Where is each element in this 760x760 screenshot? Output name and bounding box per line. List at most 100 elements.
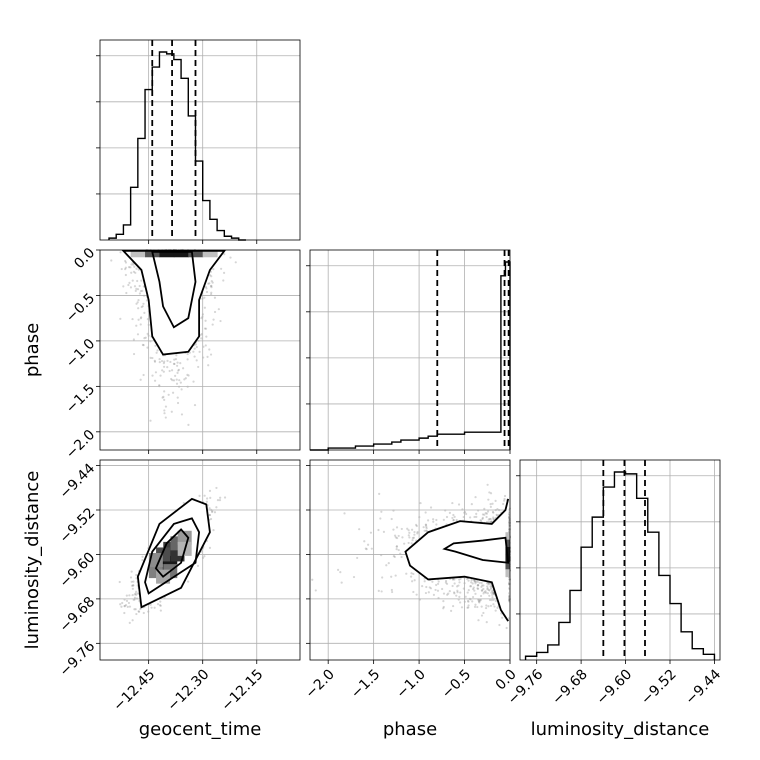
panel-geocent_time-vs-phase-sample-point — [172, 362, 176, 365]
panel-geocent_time-vs-luminosity_distance-sample-point — [133, 593, 136, 596]
panel-geocent_time-vs-phase-sample-point — [134, 289, 137, 292]
panel-phase-vs-luminosity_distance-sample-point — [475, 512, 478, 515]
panel-phase-vs-luminosity_distance-sample-point — [487, 583, 490, 586]
panel-geocent_time-vs-phase-sample-point — [213, 310, 217, 314]
panel-geocent_time-vs-luminosity_distance-sample-point — [208, 546, 212, 550]
panel-phase-vs-luminosity_distance-sample-point — [415, 523, 418, 526]
panel-geocent_time-vs-luminosity_distance-sample-point — [209, 496, 212, 499]
panel-phase-vs-luminosity_distance-sample-point — [459, 601, 462, 604]
panel-geocent_time-vs-phase-sample-point — [186, 373, 189, 377]
panel-phase-vs-luminosity_distance-sample-point — [493, 605, 496, 608]
panel-geocent_time-vs-phase-sample-point — [211, 323, 214, 326]
panel-phase-vs-luminosity_distance-sample-point — [482, 592, 485, 595]
panel-geocent_time-vs-phase-sample-point — [209, 353, 213, 356]
panel-geocent_time-vs-luminosity_distance-sample-point — [134, 608, 137, 611]
panel-geocent_time-vs-luminosity_distance-sample-point — [150, 606, 153, 609]
panel-geocent_time-vs-phase-sample-point — [192, 350, 195, 353]
panel-geocent_time-vs-luminosity_distance-sample-point — [203, 494, 206, 497]
panel-geocent_time-vs-luminosity_distance-sample-point — [141, 555, 144, 558]
panel-geocent_time-vs-luminosity_distance-sample-point — [213, 511, 217, 514]
panel-geocent_time-vs-luminosity_distance-sample-point — [136, 592, 139, 595]
panel-phase-vs-luminosity_distance-sample-point — [424, 524, 428, 527]
panel-phase-vs-luminosity_distance-sample-point — [487, 588, 490, 592]
panel-phase-vs-luminosity_distance-sample-point — [489, 492, 493, 495]
panel-phase-vs-luminosity_distance-sample-point — [496, 606, 499, 609]
panel-geocent_time-vs-phase-sample-point — [144, 336, 147, 339]
panel-geocent_time-vs-luminosity_distance-sample-point — [135, 593, 138, 596]
panel-phase-vs-luminosity_distance-sample-point — [455, 518, 458, 522]
panel-geocent_time-vs-phase-sample-point — [204, 327, 208, 330]
panel-geocent_time-vs-phase-sample-point — [179, 381, 182, 384]
panel-geocent_time-vs-luminosity_distance-sample-point — [134, 592, 137, 595]
panel-geocent_time-vs-phase-sample-point — [178, 379, 181, 382]
panel-phase-vs-luminosity_distance-sample-point — [472, 587, 475, 591]
panel-geocent_time-vs-phase-sample-point — [174, 358, 178, 361]
panel-geocent_time-vs-phase-sample-point — [210, 280, 213, 283]
panel-geocent_time-vs-luminosity_distance-sample-point — [218, 499, 222, 502]
panel-geocent_time-vs-luminosity_distance-sample-point — [135, 612, 138, 616]
panel-geocent_time-vs-phase-sample-point — [143, 311, 146, 314]
panel-geocent_time-vs-phase-sample-point — [129, 286, 133, 289]
panel-geocent_time-vs-phase-sample-point — [129, 266, 132, 269]
panel-geocent_time-vs-phase-sample-point — [139, 323, 142, 326]
panel-phase-vs-luminosity_distance-sample-point — [452, 604, 455, 608]
panel-geocent_time-vs-luminosity_distance-sample-point — [132, 584, 135, 587]
panel-phase-vs-luminosity_distance-sample-point — [432, 593, 436, 596]
panel-geocent_time-vs-phase-sample-point — [172, 379, 176, 382]
panel-geocent_time-vs-phase-sample-point — [164, 405, 168, 408]
panel-geocent_time-vs-phase-sample-point — [210, 284, 213, 287]
panel-geocent_time-vs-luminosity_distance-sample-point — [119, 603, 122, 606]
panel-geocent_time-vs-luminosity_distance-sample-point — [129, 576, 133, 579]
panel-phase-vs-luminosity_distance-sample-point — [494, 499, 497, 502]
panel-geocent_time-vs-phase-sample-point — [203, 306, 206, 309]
panel-geocent_time-vs-phase-sample-point — [162, 362, 165, 365]
panel-geocent_time-vs-phase-sample-point — [141, 343, 144, 346]
panel-geocent_time-vs-phase-sample-point — [170, 410, 173, 413]
panel-geocent_time-vs-phase-sample-point — [213, 296, 217, 299]
panel-geocent_time-vs-luminosity_distance-sample-point — [211, 510, 214, 513]
panel-geocent_time-vs-phase-sample-point — [137, 318, 140, 321]
panel-geocent_time-vs-phase-sample-point — [136, 288, 140, 291]
panel-geocent_time-vs-phase-sample-point — [119, 251, 122, 254]
panel-geocent_time-vs-phase-sample-point — [124, 268, 127, 271]
panel-phase-vs-luminosity_distance-sample-point — [505, 626, 508, 630]
panel-geocent_time-vs-phase-sample-point — [193, 355, 196, 358]
panel-geocent_time-vs-luminosity_distance-sample-point — [141, 559, 144, 562]
panel-phase-vs-luminosity_distance-sample-point — [507, 515, 511, 519]
panel-geocent_time-vs-phase-sample-point — [170, 369, 174, 372]
panel-geocent_time-vs-phase-sample-point — [166, 366, 169, 369]
panel-phase-vs-luminosity_distance-sample-point — [356, 556, 359, 560]
panel-geocent_time-vs-phase-sample-point — [184, 377, 187, 380]
panel-geocent_time-vs-phase-sample-point — [187, 423, 190, 426]
panel-phase-vs-luminosity_distance-sample-point — [451, 584, 454, 588]
panel-phase-vs-luminosity_distance-sample-point — [336, 568, 340, 571]
panel-geocent_time-vs-phase-sample-point — [155, 351, 158, 354]
panel-geocent_time-vs-luminosity_distance-sample-point — [205, 500, 208, 503]
panel-geocent_time-vs-phase-sample-point — [169, 360, 172, 364]
panel-geocent_time-vs-luminosity_distance-sample-point — [153, 606, 156, 609]
panel-phase-vs-luminosity_distance-sample-point — [465, 512, 468, 516]
panel-phase-vs-luminosity_distance-sample-point — [456, 591, 459, 594]
panel-phase-vs-luminosity_distance-sample-point — [391, 590, 394, 594]
panel-geocent_time-vs-phase-sample-point — [130, 271, 133, 274]
panel-geocent_time-vs-luminosity_distance-sample-point — [128, 594, 131, 597]
panel-geocent_time-vs-phase-sample-point — [140, 279, 143, 282]
panel-phase-vs-luminosity_distance-sample-point — [457, 503, 461, 506]
panel-geocent_time-vs-phase-sample-point — [142, 373, 145, 377]
panel-geocent_time-vs-luminosity_distance-sample-point — [208, 489, 212, 492]
panel-phase-vs-luminosity_distance-sample-point — [473, 580, 476, 583]
panel-phase-vs-luminosity_distance-sample-point — [455, 594, 458, 597]
panel-geocent_time-vs-phase-sample-point — [176, 396, 179, 399]
panel-geocent_time-vs-luminosity_distance-sample-point — [196, 564, 200, 567]
panel-geocent_time-vs-phase-sample-point — [166, 359, 169, 362]
panel-geocent_time-vs-phase-sample-point — [130, 263, 133, 266]
panel-geocent_time-vs-luminosity_distance-sample-point — [149, 603, 152, 606]
panel-geocent_time-vs-luminosity_distance-sample-point — [219, 496, 222, 499]
panel-geocent_time-vs-phase-sample-point — [151, 356, 154, 360]
panel-geocent_time-vs-phase-sample-point — [170, 377, 173, 381]
panel-geocent_time-vs-phase-sample-point — [206, 355, 209, 359]
panel-geocent_time-vs-phase-sample-point — [204, 344, 207, 347]
panel-geocent_time-vs-luminosity_distance-sample-point — [206, 497, 209, 500]
panel-geocent_time-vs-luminosity_distance-sample-point — [156, 603, 160, 606]
panel-phase-vs-luminosity_distance-sample-point — [441, 587, 444, 591]
